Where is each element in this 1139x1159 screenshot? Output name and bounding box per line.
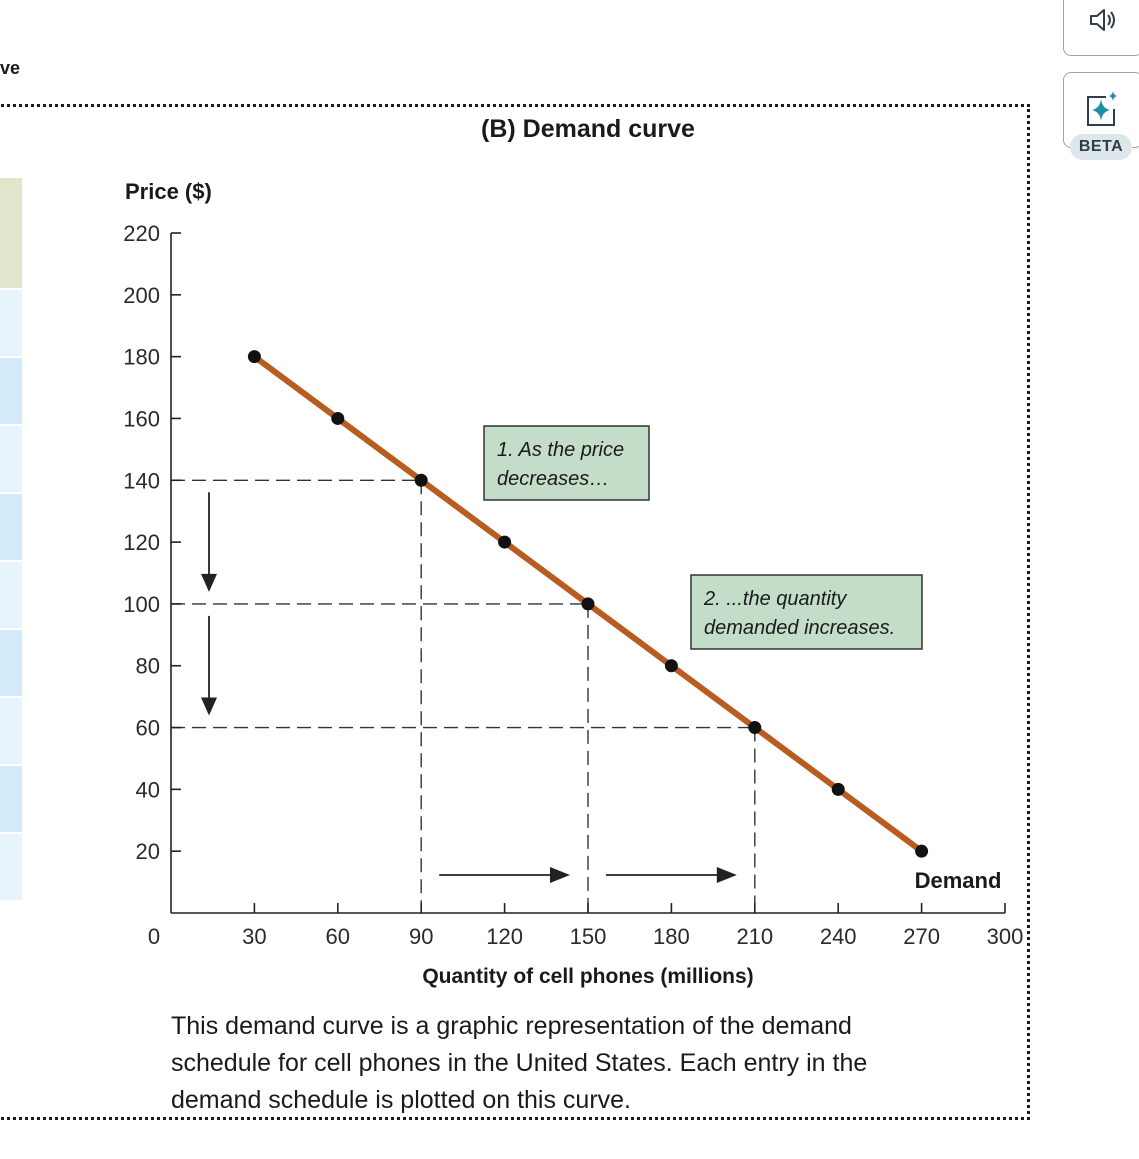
x-tick-label: 60	[326, 924, 350, 949]
table-row-edge	[0, 178, 22, 290]
y-tick-label: 160	[123, 406, 160, 431]
annotation-box	[690, 574, 923, 650]
figure-frame	[0, 104, 1030, 1120]
speaker-icon	[1090, 9, 1115, 31]
y-tick-label: 180	[123, 345, 160, 370]
axes: 20 40 60 80 100 120 140 160 180 200 220 0 30 60 90 120 1…	[123, 221, 1023, 949]
section-heading: ve	[0, 58, 21, 78]
x-tick-label: 270	[903, 924, 940, 949]
table-row-edge	[0, 290, 22, 358]
x-tick-label: 90	[409, 924, 433, 949]
table-row-edge	[0, 562, 22, 630]
chart-title: (B) Demand curve	[481, 115, 695, 143]
demand-series	[247, 350, 929, 858]
y-tick-label: 80	[136, 654, 160, 679]
y-tick-label: 40	[136, 777, 160, 802]
y-tick-label: 140	[123, 468, 160, 493]
x-tick-label: 30	[242, 924, 266, 949]
table-row-edge	[0, 630, 22, 698]
arrowhead	[716, 867, 737, 883]
annotation-text: decreases…	[497, 468, 609, 490]
data-point	[498, 535, 512, 549]
annotation-box	[483, 425, 650, 501]
guide-lines	[171, 479, 756, 913]
data-point	[831, 782, 845, 796]
table-row-edge	[0, 358, 22, 426]
x-tick-label: 300	[987, 924, 1024, 949]
table-row-edge	[0, 494, 22, 562]
demand-schedule-table-edge	[0, 178, 22, 902]
data-point	[247, 350, 261, 364]
y-axis-label: Price ($)	[125, 179, 212, 204]
x-tick-label: 0	[148, 924, 160, 949]
data-point	[748, 721, 762, 735]
series-label-demand: Demand	[915, 868, 1002, 893]
x-tick-label: 240	[820, 924, 857, 949]
y-tick-label: 20	[136, 839, 160, 864]
y-tick-label: 220	[123, 221, 160, 246]
x-tick-label: 150	[570, 924, 607, 949]
y-tick-label: 60	[136, 716, 160, 741]
annotation-text: 2. ...the quantity	[703, 588, 847, 610]
figure-caption: This demand curve is a graphic represent…	[171, 1012, 868, 1114]
direction-arrows	[201, 492, 737, 883]
data-point	[581, 597, 595, 611]
table-row-edge	[0, 766, 22, 834]
y-tick-label: 100	[123, 592, 160, 617]
arrowhead	[201, 697, 217, 716]
arrowhead	[550, 867, 570, 883]
data-point	[664, 659, 678, 673]
y-tick-label: 120	[123, 530, 160, 555]
table-row-edge	[0, 426, 22, 494]
table-row-edge	[0, 834, 22, 902]
annotation-text: demanded increases.	[704, 617, 895, 639]
x-tick-label: 210	[736, 924, 773, 949]
data-point	[414, 473, 428, 487]
sparkle-icon	[1087, 91, 1117, 126]
data-point	[331, 411, 345, 425]
annotations: 1. As the price decreases… 2. ...the quant…	[483, 425, 923, 650]
read-aloud-button[interactable]	[1063, 0, 1139, 56]
beta-badge: BETA	[1070, 134, 1132, 160]
data-point	[915, 844, 929, 858]
x-tick-label: 120	[486, 924, 523, 949]
arrowhead	[201, 573, 217, 592]
x-axis-label: Quantity of cell phones (millions)	[422, 965, 753, 988]
table-row-edge	[0, 698, 22, 766]
x-tick-label: 180	[653, 924, 690, 949]
annotation-text: 1. As the price	[497, 439, 624, 461]
y-tick-label: 200	[123, 283, 160, 308]
